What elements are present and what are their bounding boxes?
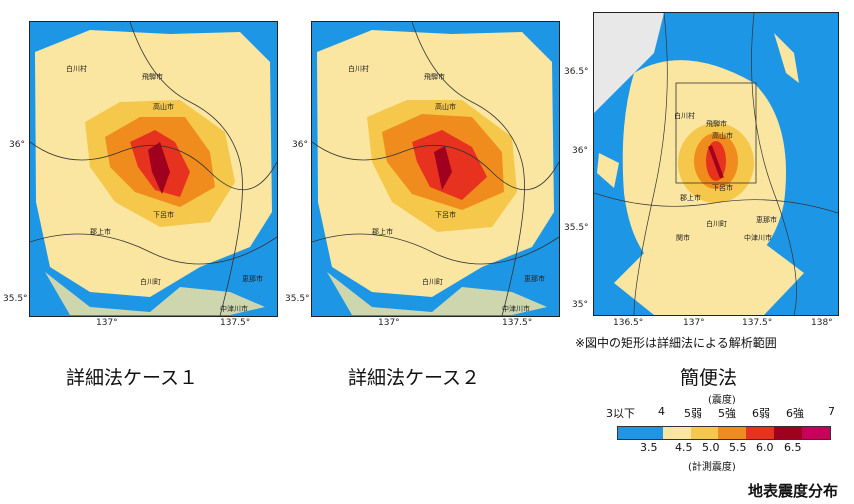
scale-swatch <box>662 427 691 439</box>
measured-labels: 3.5 4.5 5.0 5.5 6.0 6.5 <box>630 441 830 455</box>
intensity-field-simplified <box>594 13 838 315</box>
city-label: 下呂市 <box>153 211 174 219</box>
scale-swatch <box>802 427 830 439</box>
intensity-color-scale <box>617 426 831 440</box>
scale-swatch <box>774 427 803 439</box>
x-tick: 137° <box>96 318 118 328</box>
intensity-label: 5弱 <box>684 407 702 420</box>
y-tick: 36° <box>572 146 588 156</box>
x-tick: 138° <box>811 318 833 328</box>
legend-title-intensity: (震度) <box>708 395 736 406</box>
range-note: ※図中の矩形は詳細法による解析範囲 <box>575 336 777 350</box>
city-label: 恵那市 <box>524 275 545 283</box>
intensity-label: 6強 <box>786 407 804 420</box>
city-label: 白川町 <box>706 220 727 228</box>
y-tick: 35.5° <box>3 294 28 304</box>
y-tick: 36° <box>292 140 308 150</box>
x-tick: 137.5° <box>502 318 533 328</box>
scale-swatch <box>690 427 719 439</box>
y-tick: 35.5° <box>564 223 589 233</box>
city-label: 高山市 <box>435 103 456 111</box>
x-tick: 136.5° <box>613 318 644 328</box>
legend-title-measured: (計測震度) <box>688 462 736 473</box>
x-tick: 137.5° <box>742 318 773 328</box>
city-label: 恵那市 <box>242 275 263 283</box>
city-label: 下呂市 <box>712 184 733 192</box>
city-label: 白川村 <box>348 65 369 73</box>
scale-swatch <box>746 427 775 439</box>
intensity-label: 3以下 <box>606 407 635 420</box>
city-label: 郡上市 <box>372 228 393 236</box>
x-tick: 137° <box>378 318 400 328</box>
city-label: 白川町 <box>422 278 443 286</box>
map-caption: 詳細法ケース１ <box>66 367 199 389</box>
intensity-label: 7 <box>828 405 835 418</box>
city-label: 飛騨市 <box>706 120 727 128</box>
city-label: 白川村 <box>66 65 87 73</box>
measured-label: 5.5 <box>729 441 747 454</box>
city-label: 白川町 <box>140 278 161 286</box>
map-simplified: 白川村 飛騨市 高山市 下呂市 郡上市 白川町 関市 恵那市 中津川市 <box>593 12 839 316</box>
measured-label: 5.0 <box>702 441 720 454</box>
map-detailed-case1: 白川村 飛騨市 高山市 下呂市 郡上市 白川町 恵那市 中津川市 <box>29 21 278 317</box>
intensity-label: 6弱 <box>752 407 770 420</box>
map-detailed-case2: 白川村 飛騨市 高山市 下呂市 郡上市 白川町 恵那市 中津川市 <box>311 21 560 317</box>
x-tick: 137.5° <box>220 318 251 328</box>
intensity-label: 4 <box>658 405 665 418</box>
figure-title: 地表震度分布 <box>747 482 838 500</box>
city-label: 恵那市 <box>756 216 777 224</box>
measured-label: 6.0 <box>756 441 774 454</box>
map-caption: 簡便法 <box>680 367 738 389</box>
city-label: 高山市 <box>153 103 174 111</box>
city-label: 高山市 <box>712 132 733 140</box>
y-tick: 36° <box>9 140 25 150</box>
y-tick: 35° <box>572 300 588 310</box>
scale-swatch <box>718 427 747 439</box>
city-label: 中津川市 <box>744 234 772 242</box>
measured-label: 6.5 <box>784 441 802 454</box>
city-label: 下呂市 <box>435 211 456 219</box>
y-tick: 35.5° <box>285 294 310 304</box>
intensity-labels: 3以下 4 5弱 5強 6弱 6強 7 <box>606 405 840 421</box>
city-label: 中津川市 <box>502 305 530 313</box>
city-label: 郡上市 <box>90 228 111 236</box>
measured-label: 4.5 <box>675 441 693 454</box>
city-label: 白川村 <box>674 112 695 120</box>
x-tick: 137° <box>683 318 705 328</box>
map-caption: 詳細法ケース２ <box>348 367 481 389</box>
measured-label: 3.5 <box>640 441 658 454</box>
y-tick: 36.5° <box>564 67 589 77</box>
city-label: 飛騨市 <box>142 73 163 81</box>
scale-swatch <box>618 427 663 439</box>
city-label: 関市 <box>676 234 690 242</box>
city-label: 中津川市 <box>220 305 248 313</box>
city-label: 飛騨市 <box>424 73 445 81</box>
intensity-field-case2 <box>312 22 559 316</box>
city-label: 郡上市 <box>680 194 701 202</box>
intensity-label: 5強 <box>718 407 736 420</box>
intensity-field-case1 <box>30 22 277 316</box>
